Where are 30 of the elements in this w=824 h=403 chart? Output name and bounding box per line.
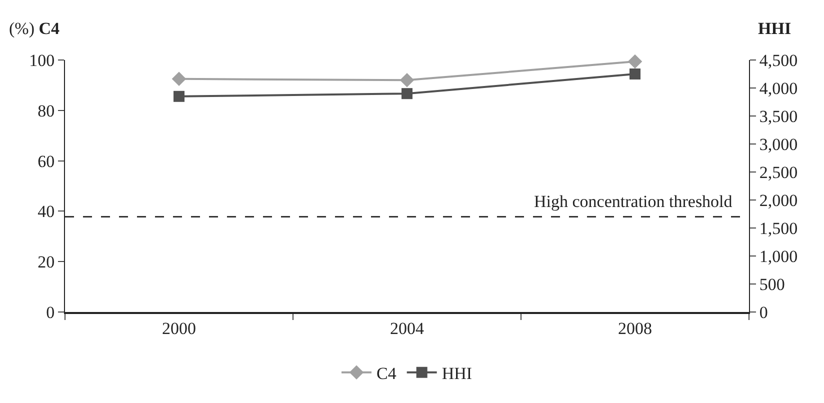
point [628,54,642,69]
y2-axis-title: HHI [758,19,792,38]
y-tick-label: 60 [38,152,55,171]
point [174,90,184,102]
y2-tick-label: 3,500 [759,106,798,126]
point [630,68,640,80]
point [402,88,412,100]
y-tick-label: 20 [38,252,55,272]
x-tick-label: 2000 [162,319,196,338]
y-tick-label: 80 [38,101,55,120]
y2-tick-label: 2,500 [759,162,798,182]
legend-label: HHI [442,364,472,384]
x-tick-label: 2008 [618,319,652,338]
y2-tick-label: 1,500 [759,218,798,238]
y2-tick-label: 0 [759,302,768,322]
y2-tick-label: 4,500 [759,50,798,70]
y2-tick-label: 4,000 [759,78,798,98]
y2-tick-label: 500 [759,274,785,294]
y-tick-label: 0 [46,302,55,322]
point [172,72,186,86]
y2-tick-label: 1,000 [759,246,798,266]
ref-line-label: High concentration threshold [534,192,733,211]
legend-label: C4 [376,364,397,384]
y-tick-label: 40 [38,202,55,222]
y-tick-label: 100 [29,50,55,70]
y-axis-title: (%) C4 [9,19,60,38]
point [400,73,414,88]
y2-tick-label: 3,000 [759,134,798,154]
x-tick-label: 2004 [390,319,424,338]
y2-tick-label: 2,000 [759,190,798,210]
